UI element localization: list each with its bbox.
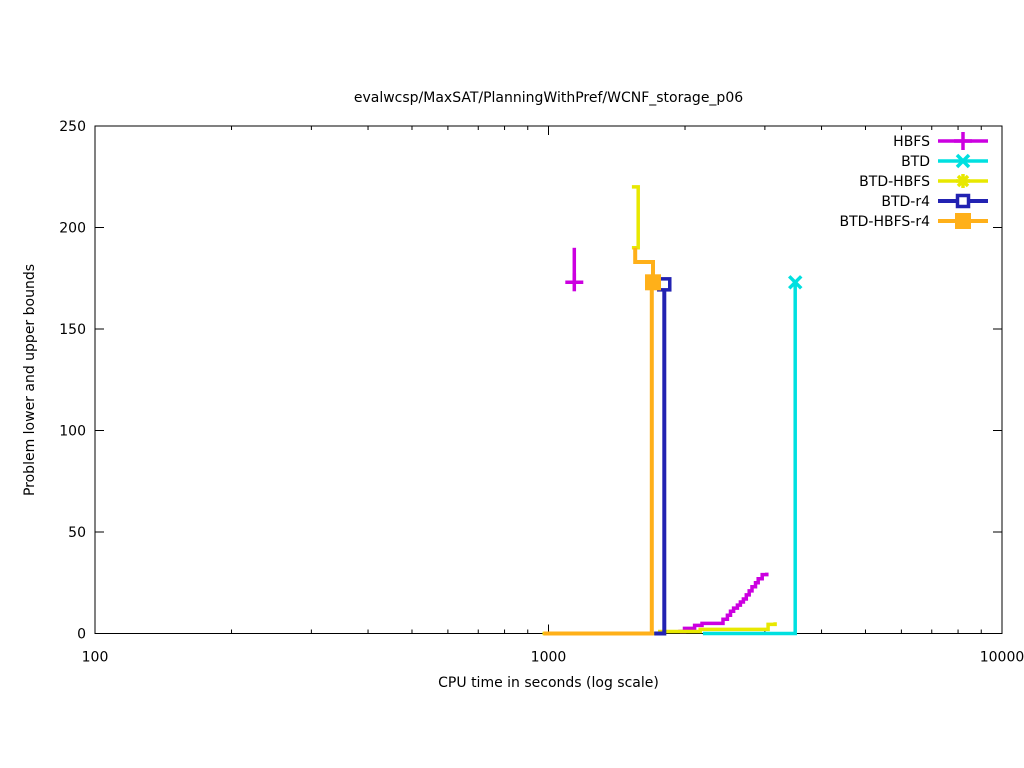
y-axis-ticks: 0 50 100 150 200 250 [59,119,1002,643]
series-line [631,185,640,250]
square-open-marker [955,193,971,209]
x-tick-label: 100 [82,650,109,666]
series-HBFS [565,247,769,634]
series-BTD-HBFS [542,185,777,636]
plus-marker [565,273,584,292]
series-line [654,284,667,636]
series-line [702,282,797,636]
cross-marker [955,153,971,169]
square-filled-marker [955,213,971,229]
y-tick-label: 50 [68,525,86,541]
y-tick-label: 200 [59,221,86,237]
x-axis-ticks: 100 1000 10000 [82,126,1024,666]
cross-marker [787,275,803,290]
x-axis-label: CPU time in seconds (log scale) [438,675,659,691]
legend-entry-BTD-r4: BTD-r4 [881,193,988,210]
legend-label: HBFS [893,134,930,150]
series-BTD-HBFS-r4 [543,247,662,636]
axes: 0 50 100 150 200 250 100 1000 10000 [59,119,1024,666]
series-BTD-r4 [654,277,672,636]
y-tick-label: 0 [77,627,86,643]
y-tick-label: 100 [59,424,86,440]
legend-entry-BTD: BTD [901,153,988,170]
x-tick-label: 10000 [980,650,1024,666]
chart-title: evalwcsp/MaxSAT/PlanningWithPref/WCNF_st… [353,90,744,106]
y-tick-label: 150 [59,322,86,338]
legend-label: BTD-HBFS-r4 [839,214,930,230]
legend-label: BTD-r4 [881,194,930,210]
series-BTD [702,275,803,636]
y-axis-label: Problem lower and upper bounds [22,263,38,497]
legend-label: BTD-HBFS [859,174,930,190]
legend: HBFS BTD BTD-HBFS BTD-r4 BTD-HBFS-r4 [839,132,988,230]
legend-entry-HBFS: HBFS [893,132,988,150]
legend-label: BTD [901,154,930,170]
legend-entry-BTD-HBFS-r4: BTD-HBFS-r4 [839,213,988,230]
legend-entry-BTD-HBFS: BTD-HBFS [859,174,988,190]
y-tick-label: 250 [59,119,86,135]
square-filled-marker [645,274,662,291]
plus-marker [954,132,972,150]
x-tick-label: 1000 [531,650,567,666]
series-line [678,572,769,634]
series-line [543,282,654,636]
star-marker [956,174,970,188]
series-line [633,247,655,283]
